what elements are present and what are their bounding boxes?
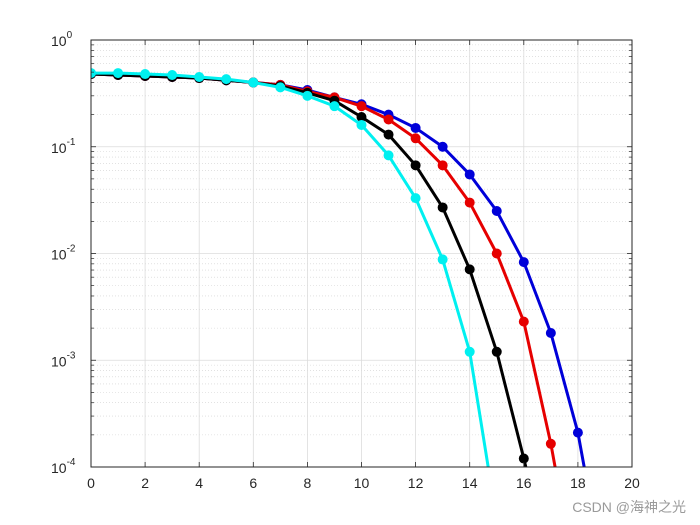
x-tick-label: 2 [141, 475, 149, 491]
series-0-point [572, 427, 583, 438]
x-tick-label: 8 [304, 475, 312, 491]
series-2-point [410, 160, 421, 171]
series-2-point [464, 264, 475, 275]
series-2-point [491, 346, 502, 357]
series-3-point [140, 69, 151, 80]
x-tick-label: 0 [87, 475, 95, 491]
y-tick-exponent: 0 [67, 30, 73, 41]
plot-frame [90, 39, 633, 468]
y-tick-label: 10-4 [51, 457, 76, 476]
series-0-point [464, 169, 475, 180]
series-3-point [329, 101, 340, 112]
series-layer [91, 68, 586, 467]
series-0-point [545, 327, 556, 338]
series-3-point [113, 68, 124, 79]
series-line-3 [91, 71, 490, 467]
series-1-point [437, 160, 448, 171]
series-1-point [464, 197, 475, 208]
x-tick-label: 16 [516, 475, 532, 491]
series-3-point [302, 90, 313, 101]
series-1-point [545, 438, 556, 449]
y-tick-exponent: -1 [67, 137, 76, 148]
series-0-point [491, 206, 502, 217]
series-0-point [410, 122, 421, 133]
y-tick-exponent: -4 [67, 457, 76, 468]
y-tick-label: 10-3 [51, 350, 76, 369]
series-3-point [275, 82, 286, 93]
y-tick-label: 100 [51, 30, 73, 49]
x-tick-label: 6 [249, 475, 257, 491]
series-3-point [194, 72, 205, 83]
series-1-point [410, 133, 421, 144]
x-tick-label: 4 [195, 475, 203, 491]
series-1-point [518, 316, 529, 327]
series-1-point [356, 101, 367, 112]
series-2-point [437, 202, 448, 213]
series-3-point [356, 119, 367, 130]
series-1-point [491, 248, 502, 259]
series-3-point [167, 70, 178, 81]
series-1-point [383, 114, 394, 125]
x-axis-labels: 0 2 4 6 8 10 12 14 16 18 20 [87, 475, 640, 491]
series-0-point [518, 257, 529, 268]
x-tick-label: 14 [462, 475, 478, 491]
series-3-point [221, 74, 232, 85]
series-3-point [383, 150, 394, 161]
series-3-point [410, 193, 421, 204]
x-tick-label: 18 [570, 475, 586, 491]
x-tick-label: 20 [624, 475, 640, 491]
series-3-point [464, 346, 475, 357]
series-3-point [437, 254, 448, 265]
watermark: CSDN @海神之光 [572, 499, 686, 515]
series-0-point [437, 141, 448, 152]
y-tick-label: 10-1 [51, 137, 76, 156]
series-3-point [248, 77, 259, 88]
x-tick-label: 10 [354, 475, 370, 491]
series-2-point [518, 453, 529, 464]
y-tick-exponent: -3 [67, 350, 76, 361]
series-2-point [383, 129, 394, 140]
y-axis-labels: 10-4 10-3 10-2 10-1 100 [51, 30, 76, 476]
x-tick-label: 12 [408, 475, 424, 491]
series-3-point [91, 68, 96, 79]
y-tick-exponent: -2 [67, 244, 76, 255]
y-tick-label: 10-2 [51, 244, 76, 263]
